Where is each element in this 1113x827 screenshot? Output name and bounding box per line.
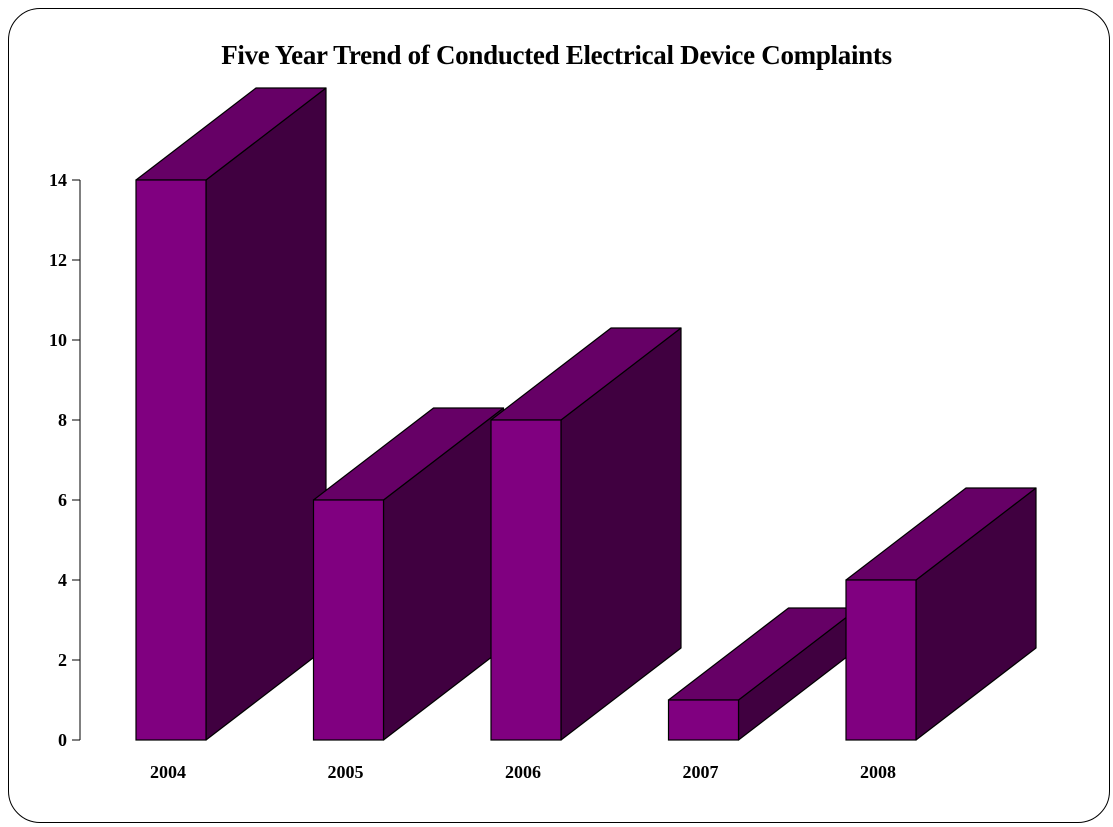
bar-front [490,419,562,741]
bars [135,87,1037,741]
bar-front [312,499,385,741]
y-tick-label: 12 [49,250,67,270]
y-tick-label: 2 [58,650,67,670]
x-tick-label: 2004 [150,762,186,782]
bar-front [667,699,740,741]
bar-2005 [312,407,505,741]
x-tick-label: 2006 [505,762,541,782]
bar-side [205,87,327,741]
bar-front [135,179,207,741]
bar-2008 [845,487,1037,741]
bar-2007 [667,607,860,741]
x-tick-label: 2007 [683,762,719,782]
x-tick-label: 2008 [860,762,896,782]
bar-2004 [135,87,327,741]
y-tick-label: 4 [58,570,67,590]
y-tick-label: 8 [58,410,67,430]
x-tick-label: 2005 [328,762,364,782]
y-tick-label: 10 [49,330,67,350]
y-tick-label: 14 [49,170,67,190]
y-tick-label: 6 [58,490,67,510]
bar-front [845,579,917,741]
y-tick-label: 0 [58,730,67,750]
bar-2006 [490,327,682,741]
y-axis: 0 2 4 6 8 10 12 14 [49,170,81,750]
chart-title: Five Year Trend of Conducted Electrical … [221,40,892,70]
x-axis-labels: 2004 2005 2006 2007 2008 [150,762,896,782]
